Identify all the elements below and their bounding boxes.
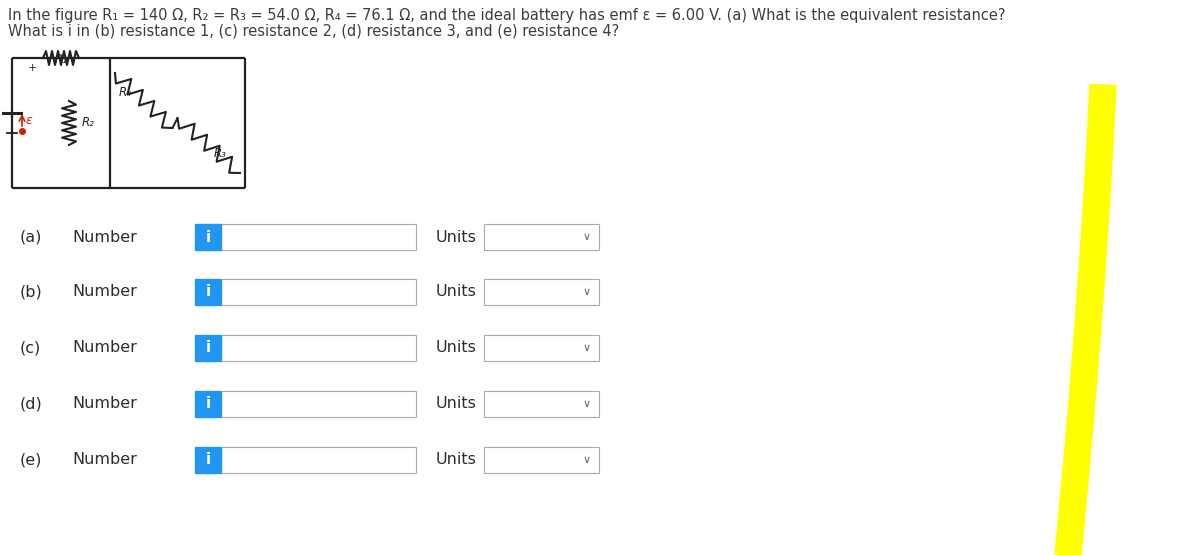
Text: Number: Number — [72, 285, 137, 300]
Text: ∨: ∨ — [583, 287, 592, 297]
FancyBboxPatch shape — [194, 447, 221, 473]
Text: i: i — [205, 230, 210, 245]
Text: ∨: ∨ — [583, 399, 592, 409]
FancyBboxPatch shape — [194, 335, 221, 361]
FancyBboxPatch shape — [194, 391, 221, 417]
Text: R₂: R₂ — [82, 117, 95, 129]
Text: Number: Number — [72, 230, 137, 245]
FancyBboxPatch shape — [221, 391, 416, 417]
FancyBboxPatch shape — [484, 447, 599, 473]
Text: +: + — [28, 63, 37, 73]
Text: Units: Units — [436, 396, 476, 411]
Text: What is i in (b) resistance 1, (c) resistance 2, (d) resistance 3, and (e) resis: What is i in (b) resistance 1, (c) resis… — [8, 24, 619, 39]
Text: i: i — [205, 396, 210, 411]
Text: In the figure R₁ = 140 Ω, R₂ = R₃ = 54.0 Ω, R₄ = 76.1 Ω, and the ideal battery h: In the figure R₁ = 140 Ω, R₂ = R₃ = 54.0… — [8, 8, 1006, 23]
FancyBboxPatch shape — [221, 447, 416, 473]
FancyBboxPatch shape — [221, 279, 416, 305]
Text: ε: ε — [26, 114, 32, 128]
Text: R₄: R₄ — [119, 86, 132, 99]
Text: (b): (b) — [20, 285, 43, 300]
Text: Units: Units — [436, 452, 476, 467]
Text: Units: Units — [436, 341, 476, 356]
Text: ∨: ∨ — [583, 343, 592, 353]
FancyBboxPatch shape — [484, 279, 599, 305]
FancyBboxPatch shape — [221, 224, 416, 250]
Text: Units: Units — [436, 230, 476, 245]
Text: i: i — [205, 452, 210, 467]
Text: ∨: ∨ — [583, 232, 592, 242]
Text: i: i — [205, 285, 210, 300]
Text: i: i — [205, 341, 210, 356]
Text: R₃: R₃ — [214, 147, 227, 160]
FancyBboxPatch shape — [484, 335, 599, 361]
FancyBboxPatch shape — [221, 335, 416, 361]
FancyBboxPatch shape — [194, 224, 221, 250]
Text: Units: Units — [436, 285, 476, 300]
Polygon shape — [1055, 84, 1116, 555]
Text: Number: Number — [72, 452, 137, 467]
Text: Number: Number — [72, 396, 137, 411]
Text: R₁: R₁ — [54, 53, 67, 66]
Text: (e): (e) — [20, 452, 42, 467]
FancyBboxPatch shape — [484, 224, 599, 250]
FancyBboxPatch shape — [484, 391, 599, 417]
Text: (d): (d) — [20, 396, 43, 411]
FancyBboxPatch shape — [194, 279, 221, 305]
Text: Number: Number — [72, 341, 137, 356]
Text: ∨: ∨ — [583, 455, 592, 465]
Text: (c): (c) — [20, 341, 41, 356]
Text: (a): (a) — [20, 230, 42, 245]
